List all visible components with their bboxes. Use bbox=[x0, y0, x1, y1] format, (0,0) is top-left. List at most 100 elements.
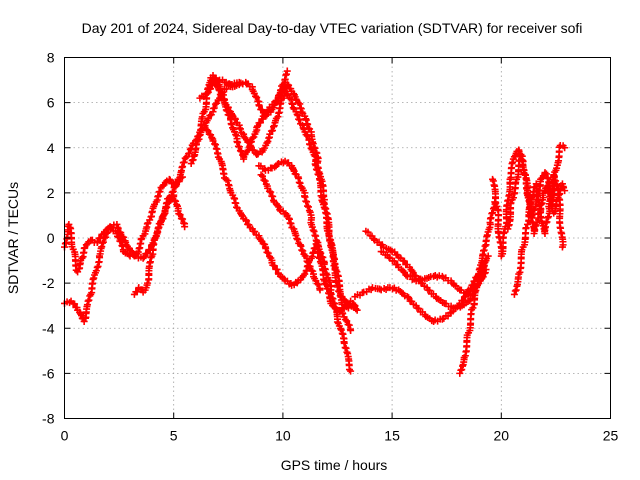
series-track-k bbox=[362, 227, 492, 312]
x-tick-label: 0 bbox=[61, 428, 69, 444]
interpolated-points bbox=[149, 235, 159, 258]
interpolated-points bbox=[363, 285, 375, 296]
interpolated-points bbox=[271, 160, 282, 171]
interpolated-points bbox=[499, 225, 509, 258]
interpolated-points bbox=[406, 273, 418, 283]
interpolated-points bbox=[204, 81, 216, 96]
interpolated-points bbox=[279, 207, 290, 218]
interpolated-points bbox=[470, 283, 480, 309]
interpolated-points bbox=[310, 273, 324, 292]
data-point bbox=[493, 202, 501, 210]
interpolated-points bbox=[283, 277, 295, 288]
interpolated-points bbox=[114, 232, 127, 254]
series-track-c bbox=[130, 191, 189, 298]
interpolated-points bbox=[521, 224, 530, 249]
interpolated-points bbox=[550, 172, 562, 192]
data-point bbox=[510, 290, 518, 298]
interpolated-points bbox=[79, 244, 89, 261]
data-points bbox=[61, 67, 569, 377]
interpolated-points bbox=[538, 170, 549, 182]
interpolated-points bbox=[440, 309, 454, 322]
interpolated-points bbox=[243, 80, 254, 91]
y-axis-title: SDTVAR / TECUs bbox=[5, 182, 21, 294]
data-point bbox=[257, 171, 265, 179]
y-tick-label: -2 bbox=[42, 275, 55, 291]
interpolated-points bbox=[542, 170, 553, 188]
interpolated-points bbox=[461, 331, 471, 360]
x-tick-label: 10 bbox=[275, 428, 291, 444]
interpolated-points bbox=[525, 195, 535, 225]
interpolated-points bbox=[290, 278, 301, 289]
interpolated-points bbox=[559, 142, 567, 150]
interpolated-points bbox=[235, 124, 246, 137]
interpolated-points bbox=[396, 288, 409, 300]
interpolated-points bbox=[166, 193, 176, 205]
interpolated-points bbox=[269, 93, 282, 112]
interpolated-points bbox=[511, 273, 522, 295]
series-track-m bbox=[456, 198, 499, 377]
interpolated-points bbox=[71, 248, 80, 274]
y-tick-label: 0 bbox=[47, 230, 55, 246]
interpolated-points bbox=[231, 81, 241, 90]
x-tick-label: 15 bbox=[384, 428, 400, 444]
interpolated-points bbox=[259, 172, 271, 190]
interpolated-points bbox=[219, 91, 229, 107]
y-tick-label: -4 bbox=[42, 320, 55, 336]
interpolated-points bbox=[554, 190, 567, 249]
interpolated-points bbox=[440, 274, 452, 285]
interpolated-points bbox=[313, 159, 328, 200]
interpolated-points bbox=[397, 265, 410, 279]
interpolated-points bbox=[264, 164, 275, 174]
series-track-g bbox=[202, 126, 355, 375]
interpolated-points bbox=[63, 298, 74, 307]
interpolated-points bbox=[349, 299, 360, 313]
interpolated-points bbox=[423, 273, 435, 282]
interpolated-points bbox=[333, 318, 348, 343]
interpolated-points bbox=[237, 79, 247, 88]
interpolated-points bbox=[407, 265, 420, 280]
interpolated-points bbox=[442, 300, 455, 311]
interpolated-points bbox=[314, 249, 328, 283]
interpolated-points bbox=[147, 200, 159, 221]
interpolated-points bbox=[254, 115, 267, 130]
interpolated-points bbox=[141, 281, 151, 294]
interpolated-points bbox=[451, 302, 464, 312]
interpolated-points bbox=[340, 339, 353, 374]
interpolated-points bbox=[287, 95, 298, 113]
interpolated-points bbox=[405, 294, 418, 308]
interpolated-points bbox=[302, 115, 314, 133]
interpolated-points bbox=[297, 272, 307, 284]
series-track-b bbox=[61, 173, 186, 276]
data-point bbox=[524, 220, 532, 228]
interpolated-points bbox=[300, 192, 316, 222]
x-tick-label: 25 bbox=[603, 428, 619, 444]
interpolated-points bbox=[88, 254, 104, 297]
interpolated-points bbox=[389, 284, 400, 294]
interpolated-points bbox=[107, 224, 119, 235]
interpolated-points bbox=[61, 222, 72, 248]
interpolated-points bbox=[101, 224, 112, 236]
interpolated-points bbox=[507, 155, 517, 181]
interpolated-points bbox=[321, 280, 334, 305]
interpolated-points bbox=[277, 158, 287, 167]
interpolated-points bbox=[373, 238, 386, 249]
interpolated-points bbox=[215, 81, 225, 96]
interpolated-points bbox=[283, 159, 294, 170]
x-axis-title: GPS time / hours bbox=[281, 457, 388, 473]
interpolated-points bbox=[236, 209, 248, 223]
interpolated-points bbox=[269, 261, 282, 277]
y-tick-label: -8 bbox=[42, 411, 55, 427]
interpolated-points bbox=[474, 261, 485, 287]
interpolated-points bbox=[539, 184, 550, 197]
interpolated-points bbox=[307, 131, 322, 162]
interpolated-points bbox=[289, 164, 300, 178]
interpolated-points bbox=[516, 246, 526, 276]
interpolated-points bbox=[161, 199, 172, 215]
interpolated-points bbox=[290, 90, 301, 104]
interpolated-points bbox=[255, 102, 269, 118]
interpolated-points bbox=[299, 124, 311, 140]
interpolated-points bbox=[505, 199, 515, 230]
interpolated-points bbox=[293, 110, 305, 128]
interpolated-points bbox=[145, 254, 155, 284]
interpolated-points bbox=[541, 207, 554, 236]
